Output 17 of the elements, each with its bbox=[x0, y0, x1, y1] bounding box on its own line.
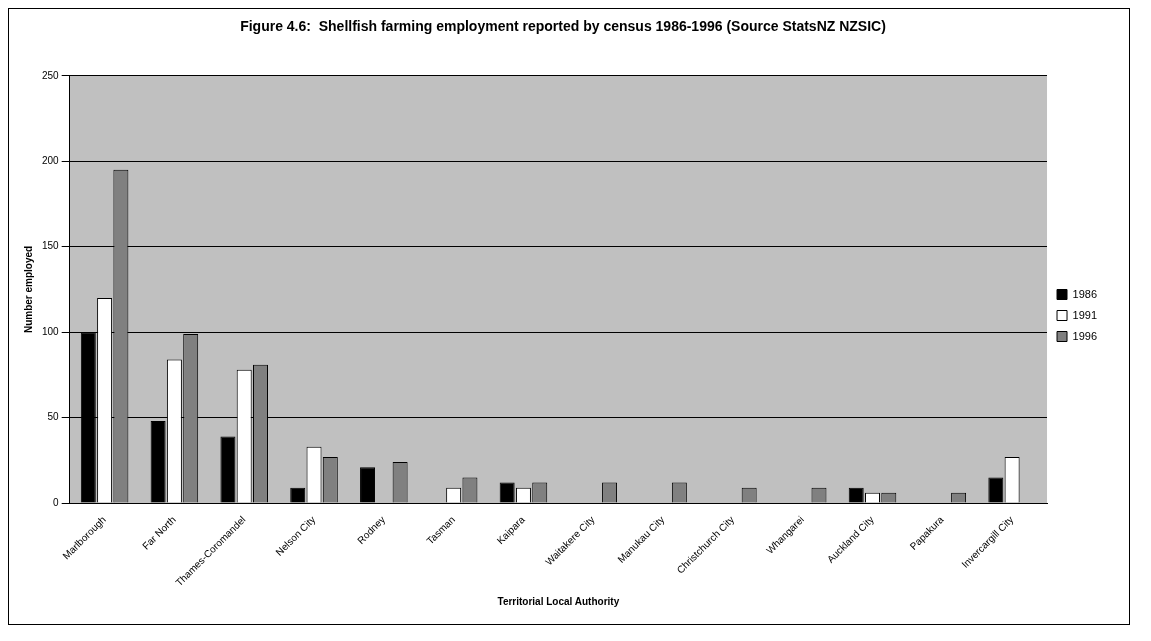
y-tick-label: 250 bbox=[42, 69, 60, 81]
bar bbox=[360, 467, 376, 503]
legend-label: 1991 bbox=[1072, 308, 1098, 321]
y-axis-title: Number employed bbox=[22, 245, 34, 334]
bar bbox=[150, 421, 166, 503]
bar bbox=[499, 482, 515, 503]
legend-label: 1996 bbox=[1072, 329, 1098, 342]
y-tick-label: 100 bbox=[42, 325, 60, 337]
x-axis-title: Territorial Local Authority bbox=[497, 595, 620, 607]
chart-title: Figure 4.6: Shellfish farming employment reported by census 1986-1996 (Source StatsNZ NZSIC) bbox=[240, 18, 886, 35]
bar bbox=[220, 436, 236, 503]
legend-label: 1986 bbox=[1072, 287, 1098, 300]
y-tick-label: 200 bbox=[42, 155, 60, 167]
y-tick-label: 150 bbox=[42, 240, 60, 252]
bar bbox=[988, 477, 1004, 503]
y-tick-label: 0 bbox=[53, 496, 60, 508]
y-tick-label: 50 bbox=[47, 411, 60, 423]
